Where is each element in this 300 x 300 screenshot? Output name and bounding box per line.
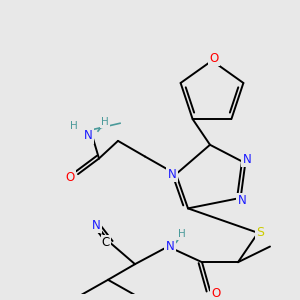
- Text: N: N: [238, 194, 246, 207]
- Text: H: H: [70, 121, 78, 131]
- Text: N: N: [243, 153, 251, 166]
- Text: N: N: [166, 240, 174, 253]
- Text: N: N: [168, 168, 176, 181]
- Text: H: H: [178, 229, 186, 239]
- Text: S: S: [256, 226, 264, 239]
- Text: O: O: [209, 52, 219, 65]
- Text: C: C: [102, 236, 110, 249]
- Text: H: H: [101, 117, 109, 127]
- Text: N: N: [92, 218, 100, 232]
- Text: O: O: [65, 171, 75, 184]
- Text: N: N: [84, 130, 92, 142]
- Text: O: O: [212, 287, 220, 300]
